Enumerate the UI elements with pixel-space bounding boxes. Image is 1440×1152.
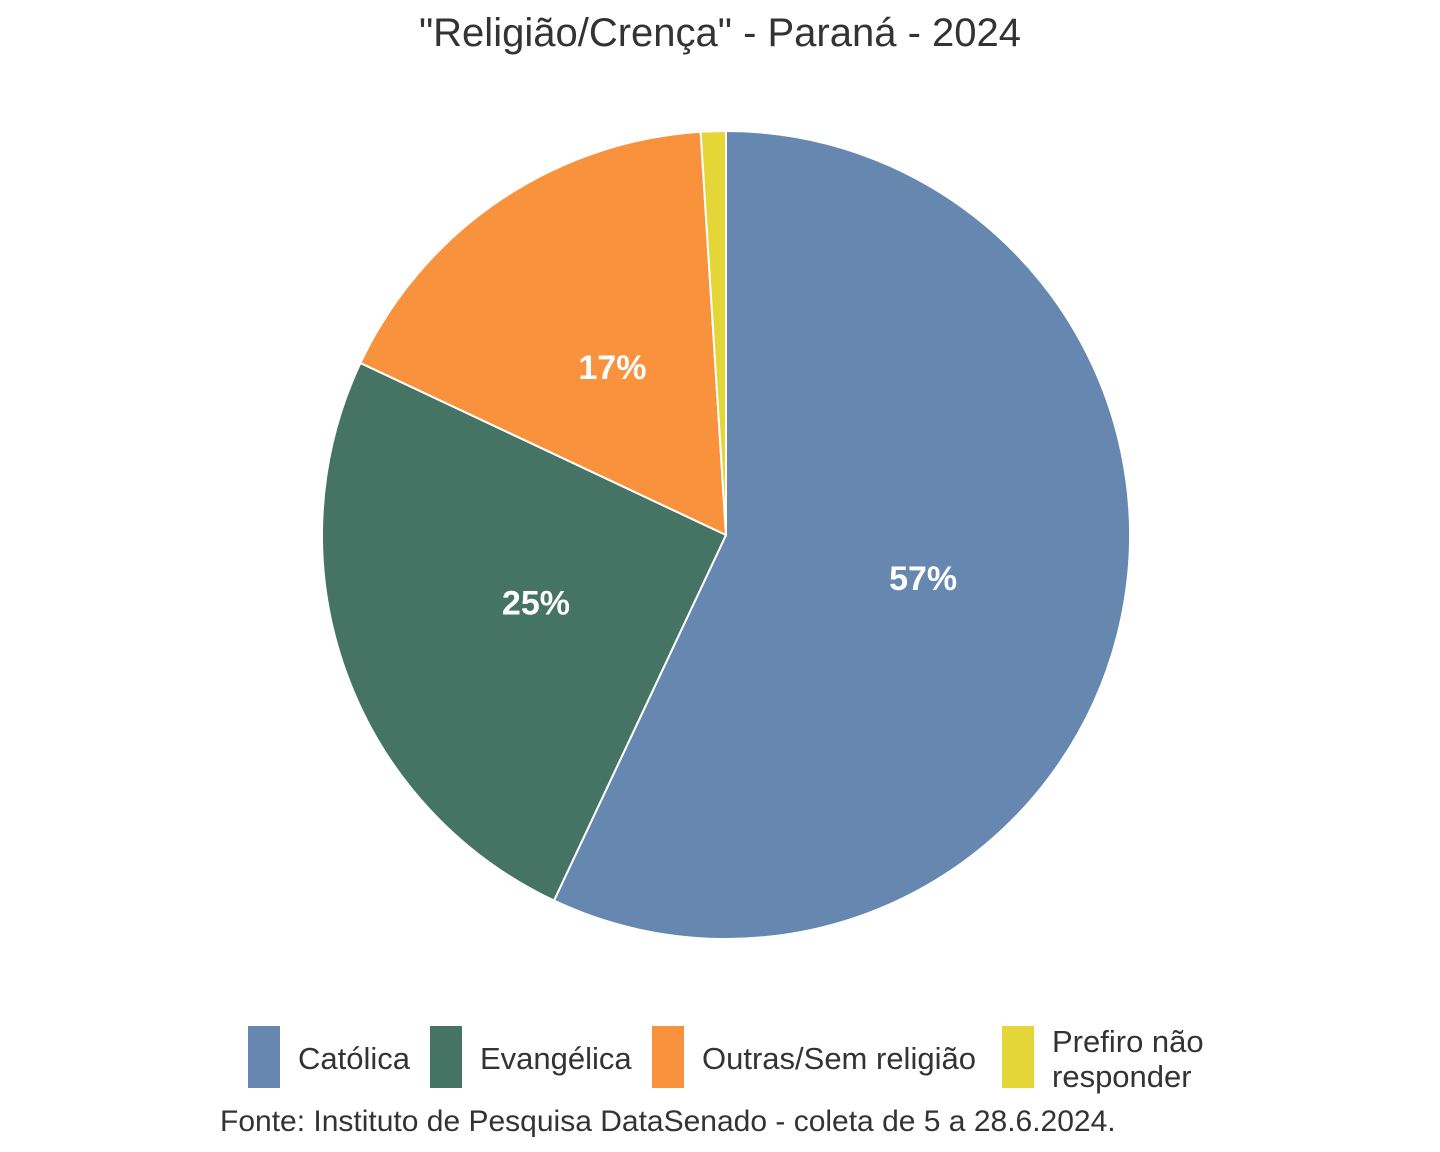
pie-slice-catolica bbox=[552, 129, 1131, 940]
pie-slice-outras bbox=[359, 130, 728, 537]
data-label-evangelica: 25% bbox=[502, 584, 570, 622]
legend-swatch-outras bbox=[652, 1026, 684, 1088]
pie-slice-prefiro bbox=[699, 129, 727, 536]
chart-title: "Religião/Crença" - Paraná - 2024 bbox=[418, 11, 1022, 55]
data-label-catolica: 57% bbox=[889, 560, 957, 598]
legend-label-evangelica: Evangélica bbox=[480, 1041, 632, 1076]
legend-swatch-prefiro bbox=[1002, 1026, 1034, 1088]
legend-swatch-catolica bbox=[248, 1026, 280, 1088]
pie-chart: 57% 25% 17% bbox=[321, 129, 1131, 940]
source-caption: Fonte: Instituto de Pesquisa DataSenado … bbox=[220, 1105, 1116, 1138]
pie-slice-evangelica bbox=[321, 361, 728, 902]
legend-swatch-evangelica bbox=[430, 1026, 462, 1088]
legend-label-catolica: Católica bbox=[298, 1041, 410, 1076]
legend-label-outras: Outras/Sem religião bbox=[702, 1041, 976, 1076]
legend-label-prefiro: Prefiro não responder bbox=[1052, 1024, 1204, 1094]
data-label-outras: 17% bbox=[578, 349, 646, 387]
